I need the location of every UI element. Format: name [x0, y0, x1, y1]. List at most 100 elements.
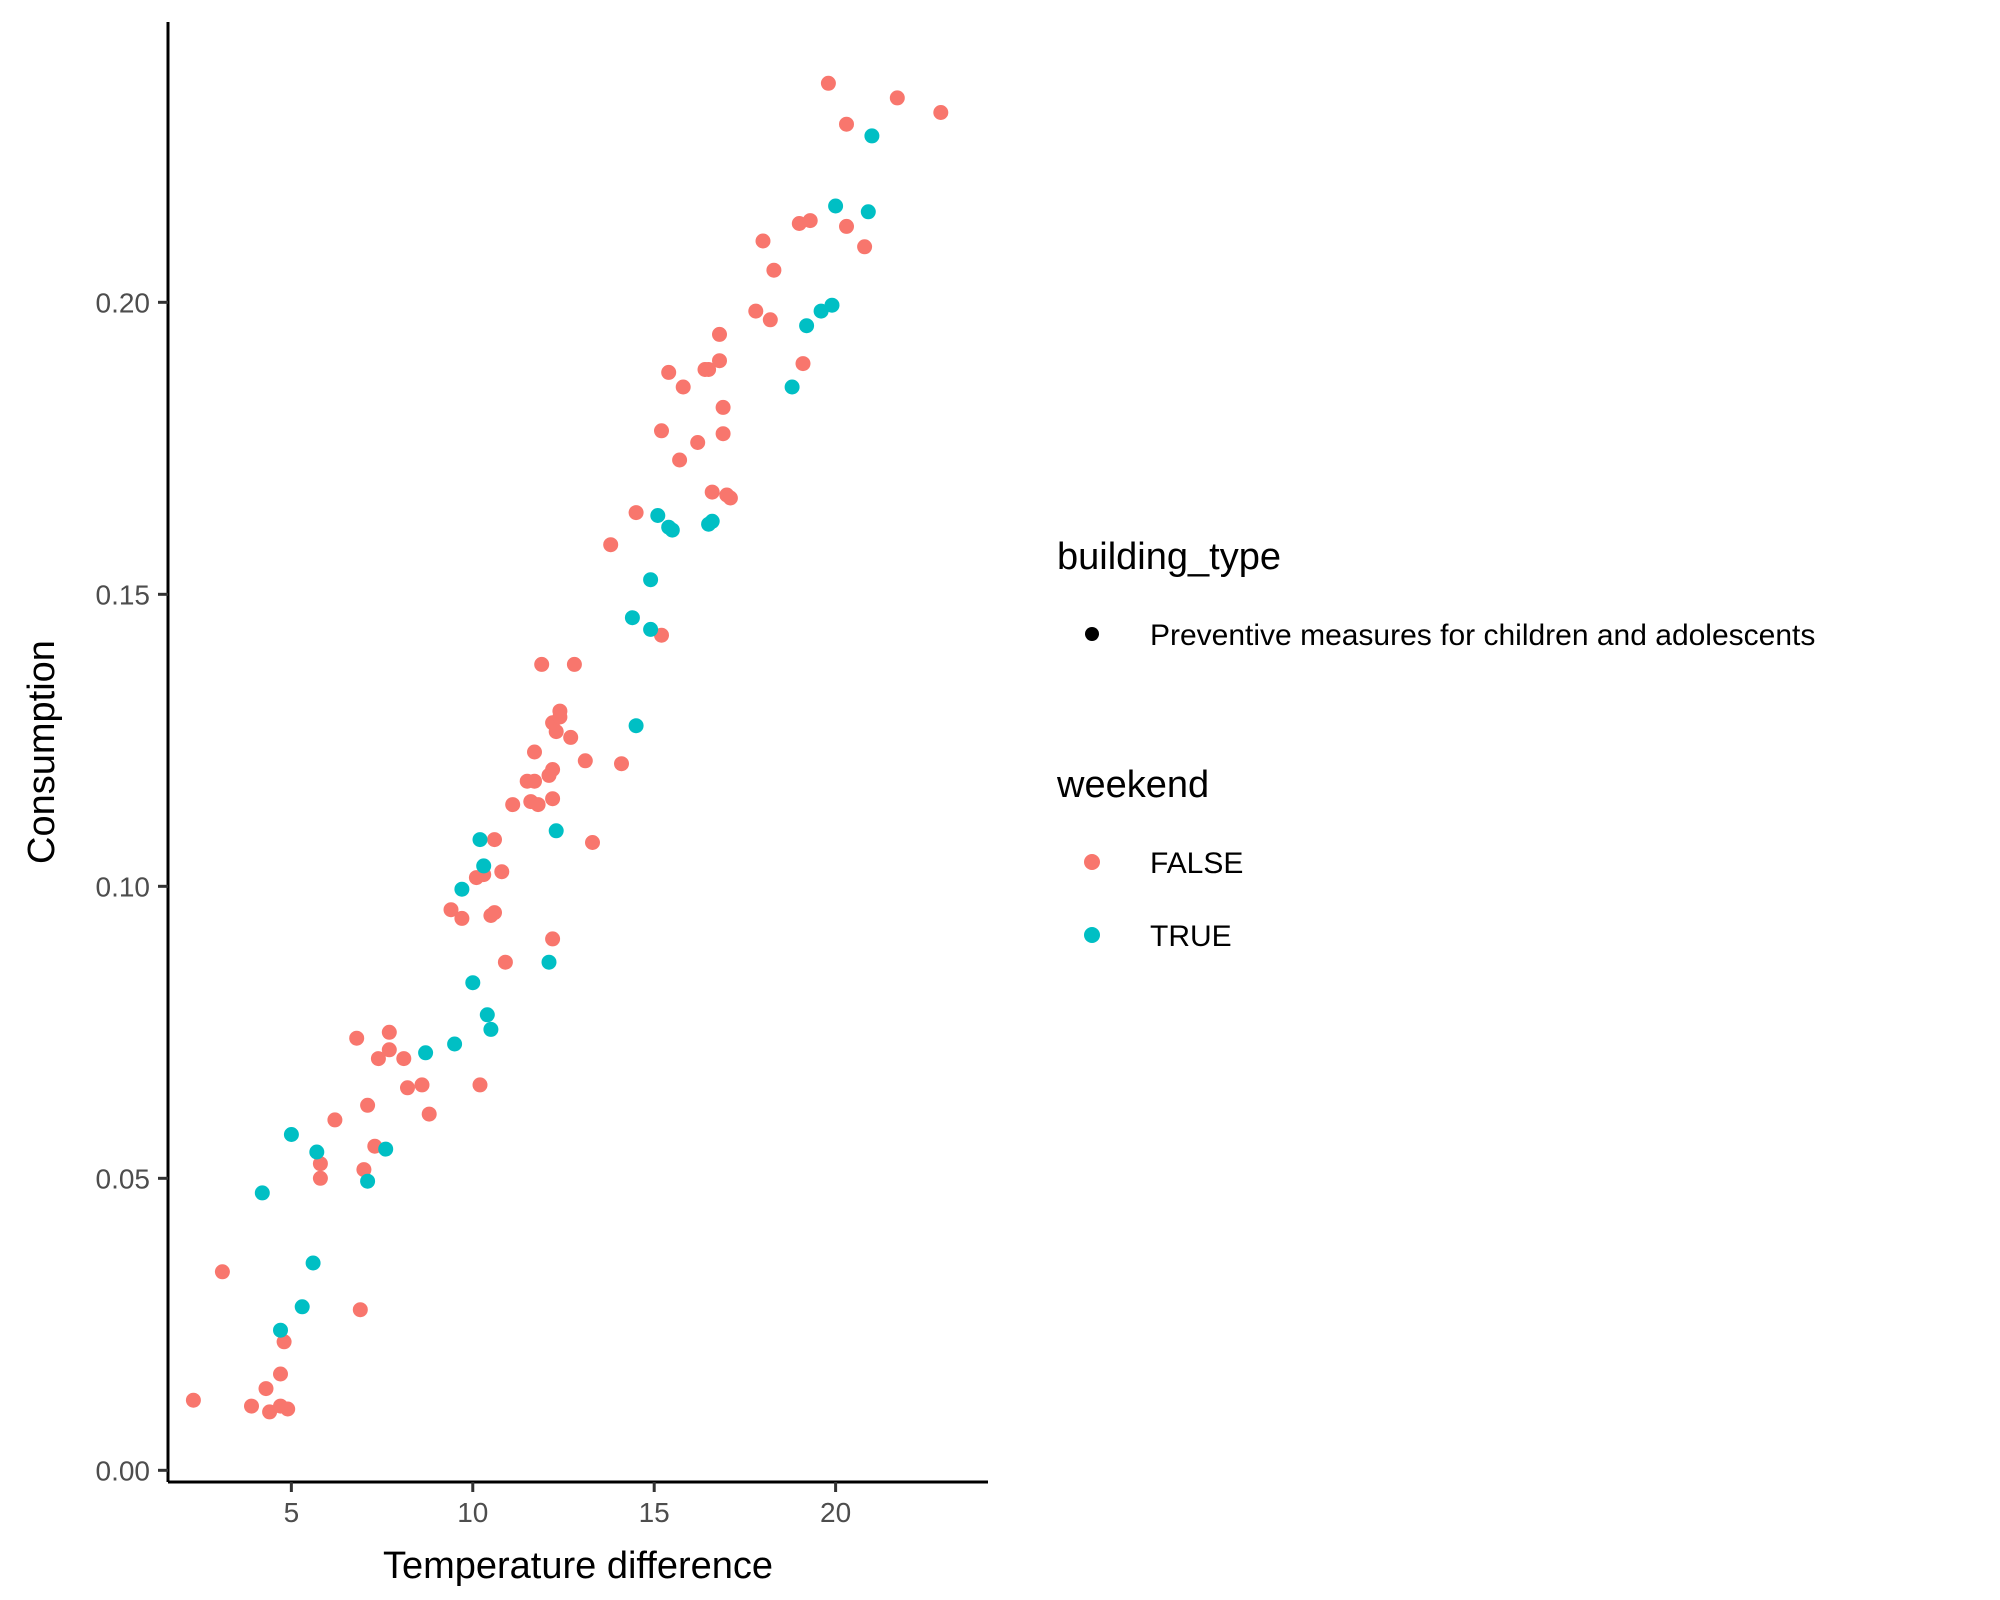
data-point-false-44 — [545, 791, 561, 807]
x-ticks: 5 10 15 20 — [284, 1482, 851, 1528]
y-tick-label-3: 0.15 — [96, 579, 151, 610]
data-point-false-39 — [530, 797, 546, 813]
data-point-false-55 — [628, 505, 644, 521]
legend-key-building-type — [1085, 627, 1099, 641]
data-point-false-30 — [487, 905, 502, 921]
data-point-false-27 — [472, 1077, 488, 1093]
data-point-false-9 — [312, 1156, 328, 1172]
x-tick-label-2: 15 — [639, 1497, 670, 1528]
data-point-false-32 — [494, 864, 510, 880]
data-point-false-7 — [276, 1334, 292, 1350]
data-point-true-19 — [628, 718, 644, 734]
data-point-false-65 — [712, 353, 727, 369]
legend-title-building-type: building_type — [1057, 536, 1281, 578]
data-point-false-25 — [454, 910, 470, 926]
legend-label-false: FALSE — [1150, 847, 1243, 880]
data-point-true-27 — [784, 379, 800, 395]
data-point-false-13 — [352, 1302, 368, 1318]
legend-key-false — [1084, 854, 1100, 870]
y-tick-label-2: 0.10 — [96, 871, 151, 902]
data-point-false-61 — [690, 435, 706, 450]
data-point-false-40 — [534, 656, 550, 672]
data-point-false-22 — [414, 1077, 430, 1093]
data-point-true-28 — [799, 318, 815, 334]
data-point-false-15 — [360, 1097, 376, 1113]
y-tick-label-1: 0.05 — [96, 1163, 151, 1194]
data-point-false-59 — [672, 452, 688, 468]
data-point-true-8 — [418, 1045, 434, 1061]
data-point-true-17 — [548, 823, 564, 839]
data-point-false-79 — [839, 116, 854, 132]
data-point-false-24 — [443, 902, 459, 918]
data-point-false-63 — [701, 362, 717, 377]
data-point-true-14 — [479, 1007, 495, 1023]
data-point-false-33 — [497, 954, 513, 970]
data-point-false-66 — [712, 326, 727, 342]
data-point-false-74 — [766, 262, 782, 278]
data-point-false-3 — [258, 1381, 274, 1397]
x-tick-label-3: 20 — [820, 1497, 851, 1528]
data-point-false-80 — [839, 218, 854, 234]
data-point-true-12 — [472, 832, 488, 848]
y-tick-label-4: 0.20 — [96, 287, 151, 318]
data-point-false-0 — [185, 1392, 201, 1408]
data-point-false-38 — [527, 773, 542, 789]
data-point-true-18 — [624, 610, 640, 626]
data-point-true-2 — [283, 1127, 299, 1142]
data-point-false-50 — [566, 656, 582, 672]
data-point-false-11 — [327, 1112, 343, 1128]
legend: building_type Preventive measures for ch… — [1056, 536, 1815, 953]
data-point-false-34 — [505, 797, 521, 813]
data-point-false-57 — [654, 423, 669, 439]
data-point-false-53 — [603, 537, 619, 553]
data-point-false-43 — [545, 762, 561, 777]
data-point-true-24 — [664, 522, 680, 538]
data-point-false-31 — [487, 832, 502, 848]
data-point-false-49 — [563, 729, 579, 745]
data-point-false-72 — [755, 233, 771, 249]
data-point-false-46 — [548, 724, 564, 740]
data-point-false-45 — [545, 931, 561, 947]
data-point-false-8 — [273, 1366, 288, 1382]
data-point-false-12 — [349, 1030, 365, 1046]
data-point-true-22 — [650, 508, 666, 523]
data-point-true-21 — [643, 621, 659, 637]
data-point-false-23 — [421, 1106, 437, 1122]
data-point-false-78 — [820, 75, 836, 91]
data-point-true-30 — [824, 297, 840, 313]
data-point-false-73 — [762, 312, 778, 328]
data-point-true-31 — [828, 198, 844, 214]
data-point-false-83 — [933, 105, 949, 120]
data-point-true-20 — [643, 572, 659, 588]
data-point-true-13 — [476, 858, 492, 874]
data-point-false-54 — [614, 756, 629, 772]
data-point-false-10 — [312, 1170, 328, 1186]
data-point-false-1 — [214, 1264, 230, 1280]
data-point-true-32 — [860, 204, 876, 220]
y-tick-label-0: 0.00 — [96, 1455, 151, 1486]
data-point-false-14 — [356, 1162, 372, 1178]
data-point-false-18 — [381, 1024, 397, 1040]
data-point-false-76 — [795, 356, 811, 372]
legend-key-true — [1084, 927, 1100, 943]
data-point-true-3 — [294, 1299, 310, 1315]
data-point-true-4 — [305, 1255, 321, 1271]
data-point-false-77 — [802, 213, 818, 229]
x-tick-label-0: 5 — [284, 1497, 300, 1528]
points-layer — [185, 75, 949, 1420]
data-point-false-64 — [704, 484, 720, 500]
data-point-true-10 — [454, 881, 470, 897]
data-point-false-48 — [552, 703, 568, 719]
data-point-false-20 — [396, 1051, 412, 1067]
data-point-false-58 — [661, 364, 677, 380]
data-point-true-9 — [447, 1036, 463, 1052]
data-point-false-70 — [722, 490, 738, 506]
data-point-false-68 — [715, 426, 731, 442]
legend-title-weekend: weekend — [1056, 764, 1209, 806]
data-point-true-1 — [273, 1322, 288, 1338]
data-point-false-37 — [527, 744, 542, 760]
data-point-true-5 — [309, 1144, 325, 1160]
data-point-false-21 — [400, 1080, 415, 1096]
data-point-true-11 — [465, 975, 481, 991]
